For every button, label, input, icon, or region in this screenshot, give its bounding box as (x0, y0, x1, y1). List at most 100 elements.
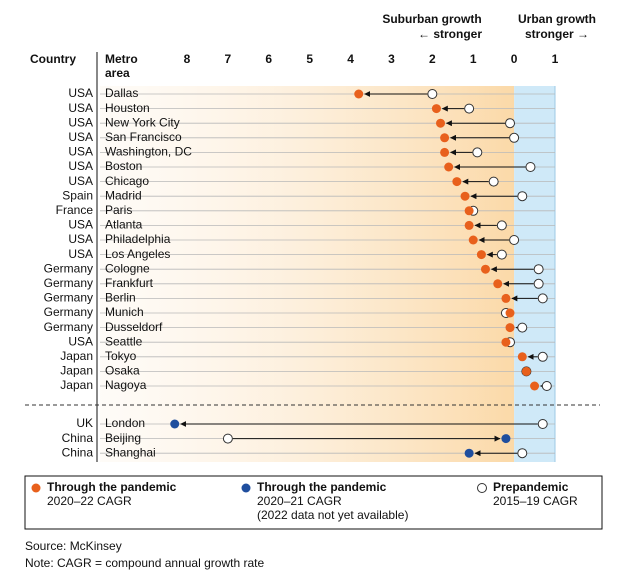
pandemic-dot (505, 323, 515, 333)
country-label: France (56, 203, 94, 217)
metro-label: San Francisco (105, 130, 182, 144)
x-tick-label: 0 (511, 52, 518, 66)
metro-label: Seattle (105, 334, 143, 348)
legend-detail: 2020–22 CAGR (47, 494, 132, 508)
metro-label: Shanghai (105, 445, 156, 459)
column-header: Metro (105, 52, 138, 66)
metro-label: Houston (105, 101, 150, 115)
pandemic-dot (480, 264, 490, 274)
column-header: area (105, 66, 130, 80)
legend-marker (31, 483, 41, 493)
pandemic-dot (460, 191, 470, 201)
pandemic-dot (444, 162, 454, 172)
country-label: Japan (60, 378, 93, 392)
pandemic-dot (521, 366, 531, 376)
country-label: Germany (44, 291, 93, 305)
country-label: USA (68, 174, 93, 188)
legend-marker (241, 483, 251, 493)
x-tick-label: 1 (470, 52, 477, 66)
metro-label: Madrid (105, 188, 142, 202)
pandemic-dot (431, 104, 441, 114)
column-header: Country (30, 52, 76, 66)
country-label: Germany (44, 305, 93, 319)
prepandemic-dot (464, 103, 475, 114)
prepandemic-dot (509, 132, 520, 143)
pandemic-dot (505, 308, 515, 318)
country-label: Japan (60, 364, 93, 378)
country-label: Germany (44, 276, 93, 290)
pandemic-dot (476, 250, 486, 260)
country-label: USA (68, 334, 93, 348)
pandemic-dot (464, 220, 474, 230)
prepandemic-dot (517, 191, 528, 202)
metro-label: Philadelphia (105, 232, 171, 246)
x-tick-label: 1 (552, 52, 559, 66)
metro-label: Dusseldorf (105, 320, 163, 334)
metro-label: Atlanta (105, 218, 143, 232)
prepandemic-dot (533, 278, 544, 289)
prepandemic-dot (472, 147, 483, 158)
country-label: USA (68, 218, 93, 232)
pandemic-dot (530, 381, 540, 391)
legend-label: Through the pandemic (47, 480, 177, 494)
country-label: Germany (44, 320, 93, 334)
prepandemic-dot (517, 448, 528, 459)
metro-label: Osaka (105, 364, 140, 378)
country-label: USA (68, 159, 93, 173)
x-tick-label: 5 (306, 52, 313, 66)
legend-detail: 2015–19 CAGR (493, 494, 578, 508)
header: ← stronger (418, 27, 482, 41)
pandemic-dot (464, 448, 474, 458)
prepandemic-dot (488, 176, 499, 187)
prepandemic-dot (537, 351, 548, 362)
prepandemic-dot (533, 264, 544, 275)
prepandemic-dot (427, 89, 438, 99)
legend-label: Through the pandemic (257, 480, 387, 494)
country-label: USA (68, 232, 93, 246)
pandemic-dot (440, 147, 450, 157)
country-label: Japan (60, 349, 93, 363)
source: Source: McKinsey (25, 539, 122, 553)
prepandemic-dot (537, 293, 548, 304)
pandemic-dot (501, 434, 511, 444)
metro-label: Cologne (105, 261, 150, 275)
pandemic-dot (436, 118, 446, 128)
country-label: USA (68, 101, 93, 115)
legend-box (24, 475, 603, 530)
pandemic-dot (501, 293, 511, 303)
x-tick-label: 4 (347, 52, 354, 66)
pandemic-dot (464, 206, 474, 216)
country-label: USA (68, 130, 93, 144)
metro-label: Paris (105, 203, 132, 217)
prepandemic-dot (537, 419, 548, 429)
metro-label: Munich (105, 305, 144, 319)
pandemic-dot (468, 235, 478, 245)
metro-label: London (105, 416, 145, 430)
pandemic-dot (517, 352, 527, 362)
pandemic-dot (170, 419, 180, 429)
prepandemic-dot (505, 118, 516, 129)
metro-label: Berlin (105, 291, 136, 305)
country-label: USA (68, 145, 93, 159)
prepandemic-dot (517, 322, 528, 333)
x-tick-label: 8 (184, 52, 191, 66)
x-tick-label: 3 (388, 52, 395, 66)
metro-label: Nagoya (105, 378, 147, 392)
x-tick-label: 7 (225, 52, 232, 66)
note: Note: CAGR = compound annual growth rate (25, 556, 264, 570)
metro-label: Frankfurt (105, 276, 154, 290)
metro-label: Boston (105, 159, 142, 173)
country-label: USA (68, 86, 93, 100)
legend-detail: (2022 data not yet available) (257, 508, 408, 522)
pandemic-dot (501, 337, 511, 347)
pandemic-dot (493, 279, 503, 289)
legend-label: Prepandemic (493, 480, 569, 494)
metro-label: Beijing (105, 431, 141, 445)
metro-label: Dallas (105, 86, 138, 100)
legend-marker (477, 483, 487, 493)
prepandemic-dot (509, 235, 520, 245)
country-label: China (62, 431, 94, 445)
header: stronger → (525, 27, 589, 41)
metro-label: Tokyo (105, 349, 137, 363)
